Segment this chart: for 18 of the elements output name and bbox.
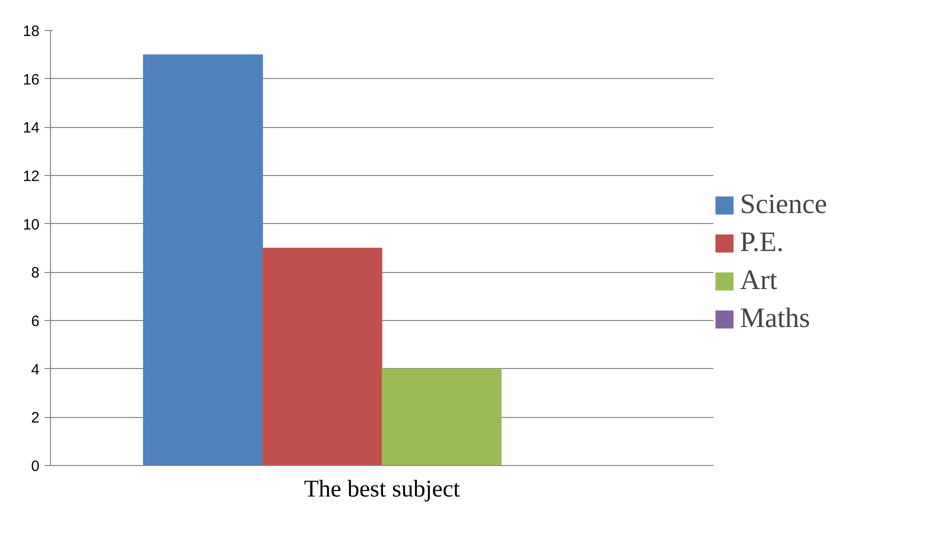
y-tick-label: 8: [31, 264, 40, 282]
y-tick-label: 16: [22, 71, 40, 88]
legend-label: P.E.: [740, 227, 784, 259]
y-tick-label: 2: [31, 410, 40, 427]
legend-label: Maths: [740, 303, 810, 335]
x-tick-label: The best subject: [304, 476, 460, 502]
legend-label: Art: [740, 265, 778, 297]
y-tick-label: 14: [22, 120, 40, 137]
bar: [143, 54, 263, 466]
y-tick-label: 12: [22, 168, 40, 185]
y-tick-label: 0: [31, 458, 40, 475]
bar: [382, 368, 502, 466]
legend-label: Science: [740, 189, 828, 221]
y-tick-label: 6: [31, 313, 40, 330]
y-tick-label: 10: [22, 216, 40, 234]
y-tick-label: 18: [22, 23, 40, 40]
y-tick-label: 4: [31, 361, 40, 378]
bar: [262, 248, 382, 466]
